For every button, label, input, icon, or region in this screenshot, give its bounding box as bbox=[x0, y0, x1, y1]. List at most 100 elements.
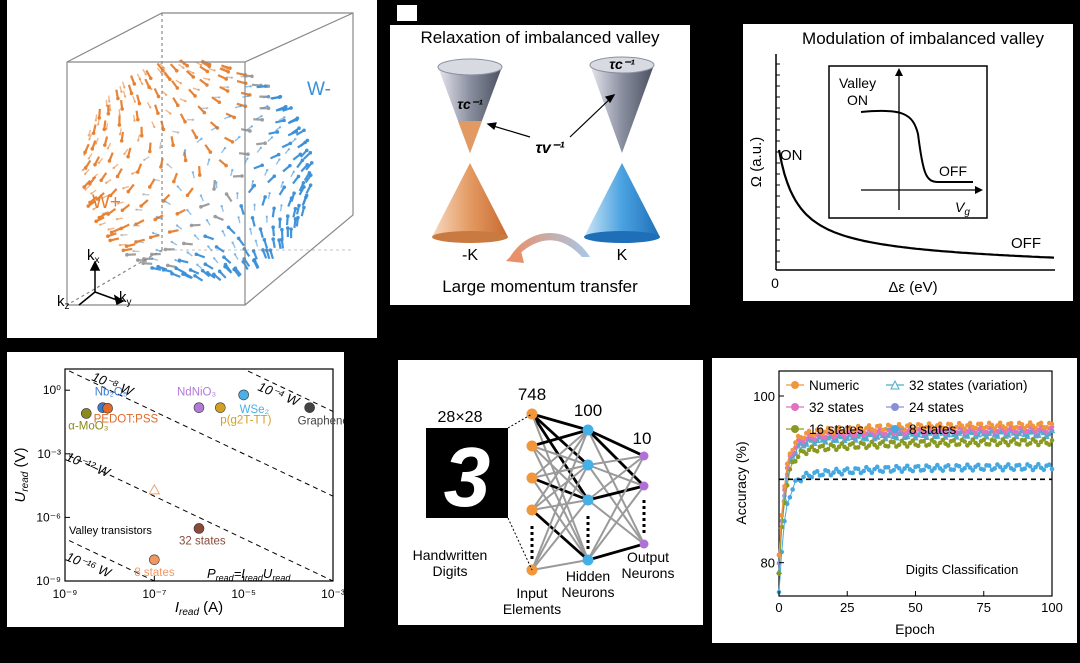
accuracy-point bbox=[784, 461, 790, 467]
spin-arrowhead bbox=[120, 90, 123, 94]
spin-arrowhead bbox=[109, 109, 112, 112]
spin-arrowhead bbox=[153, 125, 156, 129]
spin-arrowhead bbox=[137, 101, 142, 106]
k-axes bbox=[78, 260, 125, 306]
accuracy-point bbox=[912, 434, 919, 441]
accuracy-point bbox=[885, 464, 891, 470]
accuracy-point bbox=[992, 426, 997, 431]
spin-arrowhead bbox=[236, 236, 241, 241]
spin-arrowhead bbox=[205, 83, 209, 87]
minus-k-label: -K bbox=[462, 247, 478, 264]
spin-arrowhead bbox=[203, 234, 207, 239]
power-formula: Pread=IreadUread bbox=[207, 566, 291, 583]
spin-arrowhead bbox=[115, 174, 120, 179]
accuracy-point bbox=[921, 467, 926, 473]
right-valley-cones bbox=[584, 56, 660, 243]
input-hidden-edge bbox=[531, 429, 589, 479]
power-scatter-chart: 10⁻⁹ 10⁻⁷ 10⁻⁵ 10⁻³ 10⁰ 10⁻³ 10⁻⁶ 10⁻⁹ Nb₂O₅ α-… bbox=[12, 368, 344, 618]
spin-arrowhead bbox=[265, 215, 268, 218]
x-tick-label: 10⁻⁵ bbox=[231, 587, 256, 601]
spin-arrowhead bbox=[263, 141, 267, 146]
scatter-point-label: WSe₂ bbox=[240, 404, 269, 416]
hidden-output-edge bbox=[587, 484, 645, 502]
spin-arrowhead bbox=[93, 162, 97, 167]
scatter-point bbox=[149, 554, 160, 566]
x-zero-label: 0 bbox=[771, 275, 779, 291]
legend-marker bbox=[791, 425, 799, 433]
accuracy-point bbox=[972, 433, 979, 440]
accuracy-point bbox=[932, 466, 937, 471]
spin-arrowhead bbox=[186, 208, 189, 212]
spin-arrowhead bbox=[166, 76, 170, 79]
accuracy-point bbox=[973, 430, 978, 436]
input-hidden-edge bbox=[531, 499, 589, 511]
spin-arrowhead bbox=[97, 116, 102, 120]
spin-arrowhead bbox=[231, 168, 234, 172]
accuracy-point bbox=[926, 464, 932, 470]
accuracy-point bbox=[964, 433, 971, 439]
spin-arrowhead bbox=[125, 253, 129, 257]
panel-e-neural-network: 3 28×28 748 100 10 Handwritten Digits In… bbox=[398, 360, 703, 625]
spin-arrowhead bbox=[123, 86, 126, 89]
off-label: OFF bbox=[1011, 235, 1041, 252]
accuracy-point bbox=[1036, 442, 1041, 448]
accuracy-point bbox=[1011, 437, 1017, 442]
kz-label: kz bbox=[57, 293, 70, 312]
spin-arrowhead bbox=[233, 253, 237, 256]
accuracy-point bbox=[905, 444, 910, 449]
spin-arrowhead bbox=[230, 76, 234, 79]
accuracy-point bbox=[872, 428, 877, 433]
spin-arrowhead bbox=[281, 180, 285, 184]
panel-c-title: Modulation of imbalanced valley bbox=[802, 29, 1044, 48]
spin-arrowhead bbox=[149, 252, 154, 257]
spin-arrowhead bbox=[207, 245, 210, 248]
accuracy-point bbox=[932, 440, 937, 445]
legend-label: 8 states bbox=[909, 422, 957, 437]
legend-marker bbox=[891, 403, 899, 411]
accuracy-point bbox=[973, 425, 978, 431]
spin-arrowhead bbox=[305, 148, 309, 153]
scatter-point bbox=[102, 403, 113, 414]
accuracy-point bbox=[853, 433, 858, 438]
accuracy-point bbox=[883, 432, 888, 437]
spin-arrowhead bbox=[106, 111, 111, 116]
spin-arrowhead bbox=[266, 84, 271, 89]
spin-arrowhead bbox=[251, 180, 255, 183]
spin-arrowhead bbox=[228, 115, 231, 118]
spin-arrowhead bbox=[119, 139, 124, 143]
spin-arrowhead bbox=[189, 223, 194, 228]
spin-arrowhead bbox=[226, 69, 231, 74]
accuracy-point bbox=[1008, 420, 1014, 426]
accuracy-point bbox=[1049, 438, 1055, 443]
accuracy-point bbox=[880, 439, 886, 445]
spin-arrowhead bbox=[118, 133, 122, 136]
inset-switch-curve bbox=[860, 109, 973, 183]
spin-arrowhead bbox=[292, 170, 295, 173]
accuracy-point bbox=[994, 433, 1001, 439]
accuracy-point bbox=[814, 448, 820, 454]
spin-arrowhead bbox=[132, 82, 137, 86]
spin-arrowhead bbox=[174, 68, 179, 73]
spin-arrowhead bbox=[82, 185, 86, 189]
spin-arrowhead bbox=[250, 215, 255, 220]
spin-arrowhead bbox=[246, 157, 249, 160]
accuracy-point bbox=[831, 470, 836, 475]
accuracy-point bbox=[874, 464, 880, 470]
accuracy-point bbox=[823, 435, 828, 440]
spin-arrowhead bbox=[240, 174, 244, 178]
spin-arrowhead bbox=[238, 135, 241, 139]
tau-c-right: τc⁻¹ bbox=[609, 56, 635, 72]
spin-arrowhead bbox=[167, 230, 172, 234]
accuracy-point bbox=[823, 429, 828, 435]
legend-marker bbox=[891, 425, 899, 433]
spin-arrowhead bbox=[169, 112, 172, 115]
accuracy-point bbox=[842, 429, 847, 435]
power-line-label: 10⁻¹² W bbox=[64, 449, 114, 481]
spin-arrowhead bbox=[120, 107, 124, 111]
legend-label: 16 states bbox=[809, 422, 864, 437]
accuracy-point bbox=[869, 470, 875, 476]
spin-arrowhead bbox=[268, 248, 273, 252]
spin-arrowhead bbox=[148, 149, 152, 154]
spin-arrowhead bbox=[164, 200, 167, 203]
accuracy-point bbox=[951, 438, 957, 443]
